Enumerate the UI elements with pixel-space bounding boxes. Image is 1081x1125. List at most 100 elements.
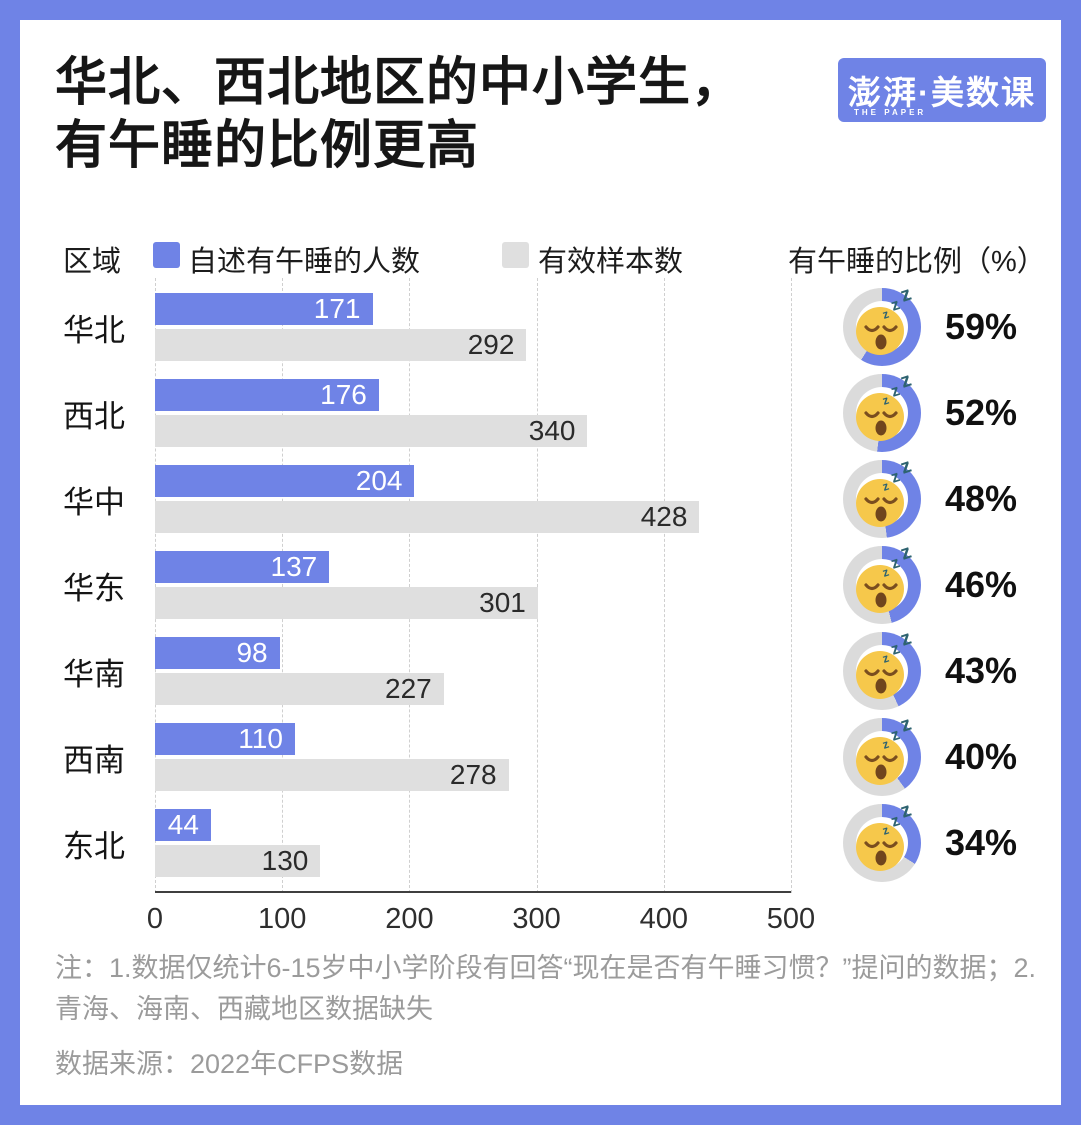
sample-bar: 278 — [155, 759, 509, 791]
x-axis-tick-label: 200 — [385, 903, 434, 935]
thepaper-logo: 澎湃·美数课 THE PAPER — [838, 58, 1046, 122]
x-axis-tick-label: 400 — [639, 903, 688, 935]
napped-value: 176 — [320, 379, 367, 410]
sample-bar: 301 — [155, 587, 538, 619]
nap-ratio-donut: z z z — [843, 713, 921, 796]
percentage-label: 52% — [945, 392, 1018, 433]
percentage-label: 59% — [945, 306, 1018, 347]
region-label: 华北 — [63, 312, 125, 348]
svg-text:z: z — [881, 393, 891, 408]
sample-value: 227 — [385, 673, 432, 704]
svg-text:z: z — [881, 737, 891, 752]
x-axis-tick-label: 100 — [257, 903, 307, 935]
sample-bar: 428 — [155, 501, 700, 533]
napped-bar: 204 — [155, 465, 415, 497]
napped-value: 110 — [238, 723, 283, 754]
svg-text:z: z — [898, 627, 914, 651]
napped-bar: 171 — [155, 293, 373, 325]
legend-series1-label: 自述有午睡的人数 — [188, 246, 421, 278]
region-label: 华中 — [63, 484, 125, 520]
svg-text:z: z — [881, 479, 891, 494]
napped-bar: 137 — [155, 551, 330, 583]
napped-value: 171 — [313, 293, 361, 324]
x-axis-tick-label: 500 — [766, 903, 816, 935]
sample-value: 428 — [640, 501, 688, 532]
region-label: 西北 — [63, 398, 125, 434]
chart-row: 华东 137 301 z z z 46% — [20, 541, 1061, 637]
legend-swatch-sample — [502, 242, 529, 268]
region-label: 华东 — [63, 570, 125, 606]
chart-row: 华南 98 227 z z z 43% — [20, 627, 1061, 723]
x-axis-tick-label: 300 — [512, 903, 561, 935]
sample-bar: 130 — [155, 845, 321, 877]
sample-bar: 340 — [155, 415, 588, 447]
nap-ratio-donut: z z z — [843, 369, 921, 452]
sleeping-face-icon: z z z — [856, 799, 914, 871]
title-line-2: 有午睡的比例更高 — [55, 117, 480, 175]
region-label: 东北 — [63, 828, 125, 864]
sample-value: 278 — [449, 759, 497, 790]
sleeping-face-icon: z z z — [856, 455, 914, 527]
footnote: 注：1.数据仅统计6-15岁中小学阶段有回答“现在是否有午睡习惯？”提问的数据；… — [55, 953, 1037, 1024]
nap-ratio-donut: z z z — [843, 799, 921, 882]
svg-text:z: z — [898, 541, 914, 565]
svg-text:z: z — [898, 369, 914, 393]
chart-row: 华北 171 292 z z z 59% — [20, 283, 1061, 379]
gridline — [536, 278, 538, 893]
percentage-label: 48% — [945, 478, 1018, 519]
gridline — [663, 278, 665, 893]
sleeping-face-icon: z z z — [856, 369, 914, 441]
svg-text:z: z — [881, 823, 891, 838]
sample-value: 340 — [528, 415, 576, 446]
gridline — [282, 278, 284, 893]
napped-bar: 176 — [155, 379, 379, 411]
sample-value: 292 — [467, 329, 515, 360]
x-axis-tick-label: 0 — [146, 903, 164, 935]
page-title: 华北、西北地区的中小学生， 有午睡的比例更高 — [55, 52, 744, 178]
svg-text:z: z — [881, 651, 891, 666]
nap-ratio-donut: z z z — [843, 283, 921, 366]
chart-row: 华中 204 428 z z z 48% — [20, 455, 1061, 551]
svg-text:z: z — [881, 307, 891, 322]
sample-value: 301 — [479, 587, 526, 618]
sample-bar: 292 — [155, 329, 527, 361]
gridline — [409, 278, 411, 893]
region-label: 华南 — [63, 656, 125, 692]
nap-ratio-donut: z z z — [843, 455, 921, 538]
percentage-label: 34% — [945, 822, 1018, 863]
napped-bar: 110 — [155, 723, 295, 755]
svg-text:z: z — [881, 565, 891, 580]
chart-row: 西南 110 278 z z z 40% — [20, 713, 1061, 809]
sample-value: 130 — [261, 845, 309, 876]
gridline — [155, 278, 156, 893]
svg-text:z: z — [898, 799, 914, 823]
sleeping-face-icon: z z z — [856, 541, 914, 613]
region-label: 西南 — [63, 742, 125, 778]
sample-bar: 227 — [155, 673, 444, 705]
svg-text:z: z — [898, 713, 914, 737]
legend-axis-label: 区域 — [63, 246, 122, 278]
napped-bar: 44 — [155, 809, 211, 841]
chart-rows: 华北 171 292 z z z 59% 西北 176 340 — [20, 283, 1061, 895]
nap-ratio-donut: z z z — [843, 627, 921, 710]
logo-subtext: THE PAPER — [854, 108, 927, 117]
chart-row: 东北 44 130 z z z 34% — [20, 799, 1061, 895]
sleeping-face-icon: z z z — [856, 283, 914, 355]
percent-column-header: 有午睡的比例（%） — [788, 246, 1046, 278]
percentage-label: 43% — [945, 650, 1018, 691]
data-source: 数据来源：2022年CFPS数据 — [55, 1049, 404, 1079]
napped-value: 98 — [236, 637, 268, 668]
percentage-label: 46% — [945, 564, 1018, 605]
svg-text:z: z — [898, 283, 914, 307]
chart-row: 西北 176 340 z z z 52% — [20, 369, 1061, 465]
napped-value: 137 — [270, 551, 318, 582]
legend-swatch-napped — [153, 242, 180, 268]
napped-value: 44 — [167, 809, 199, 840]
svg-text:z: z — [898, 455, 914, 479]
nap-ratio-donut: z z z — [843, 541, 921, 624]
logo-text: 澎湃·美数课 — [848, 74, 1036, 111]
sleeping-face-icon: z z z — [856, 627, 914, 699]
percentage-label: 40% — [945, 736, 1018, 777]
gridline — [791, 278, 792, 893]
